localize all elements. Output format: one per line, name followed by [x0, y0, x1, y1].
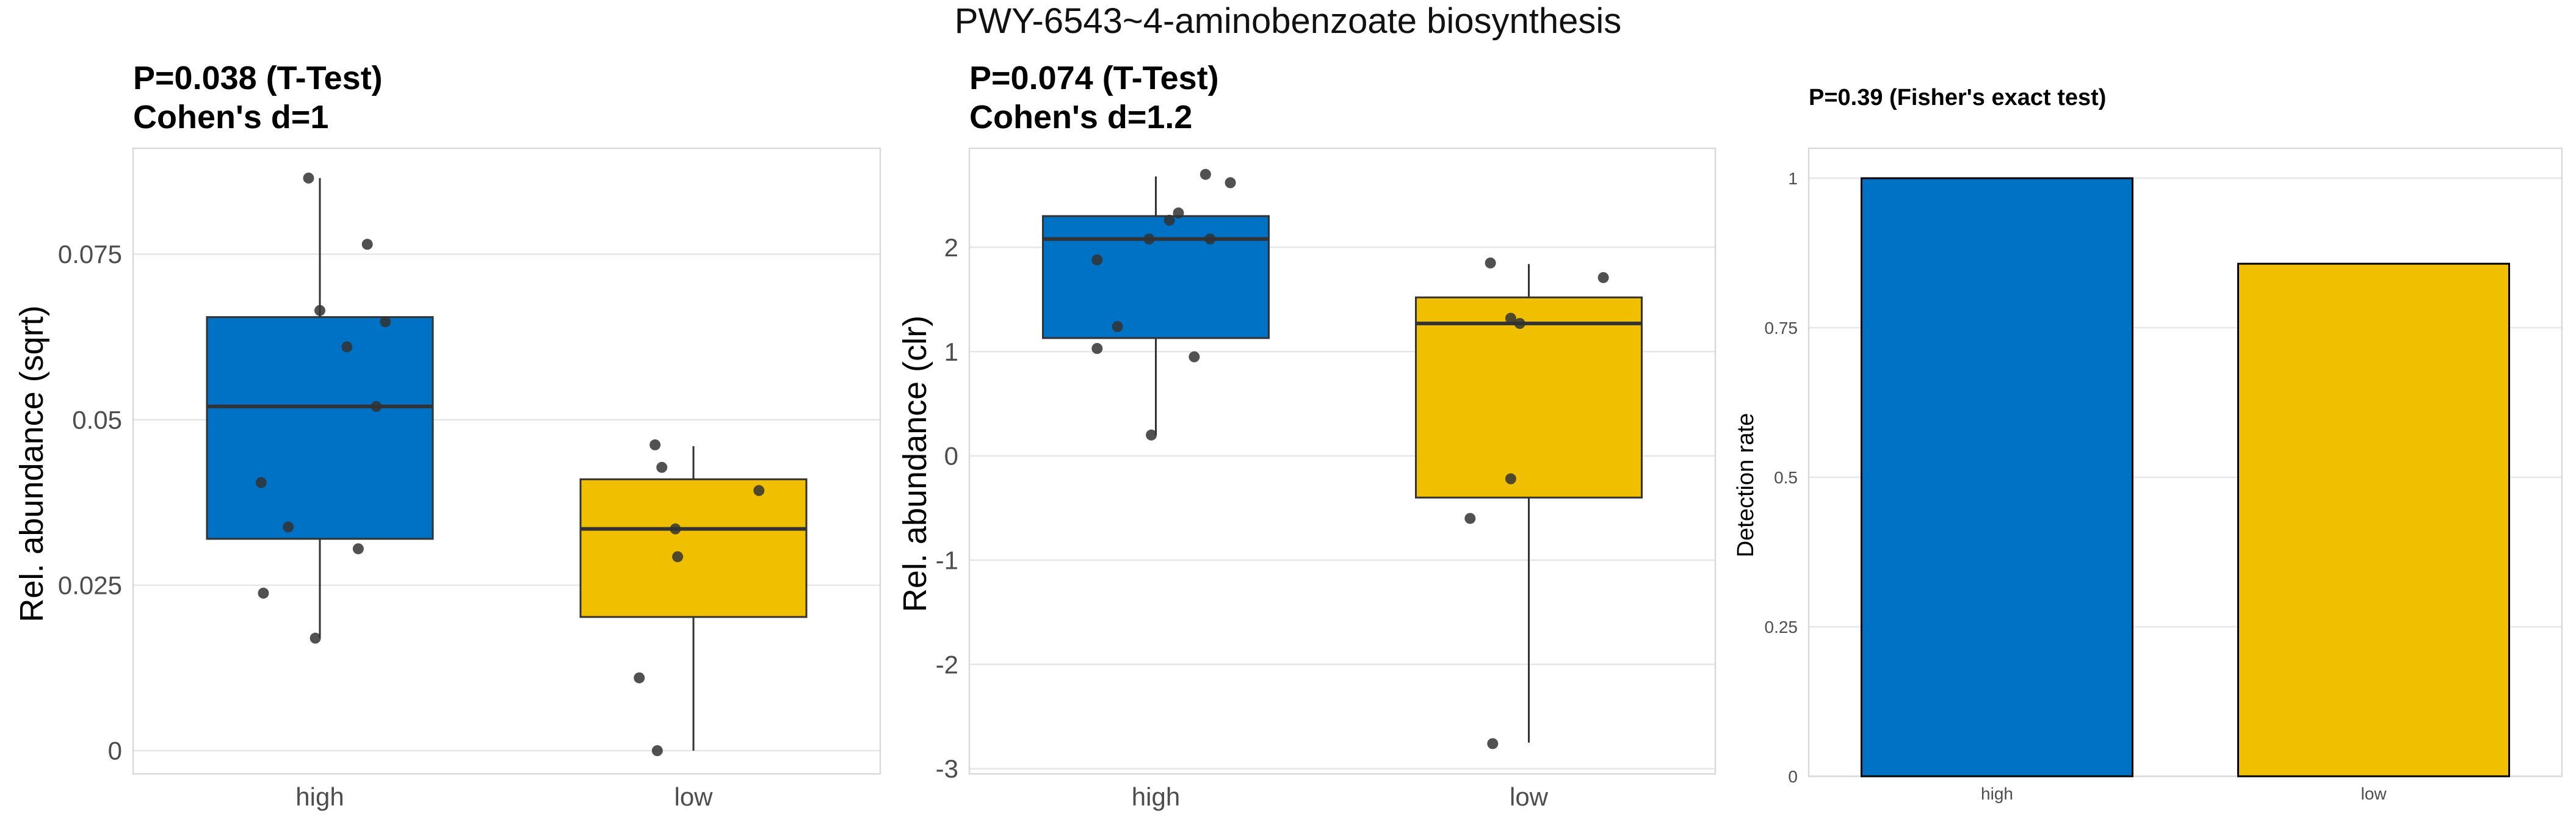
- panel1-x-tick-label-low: low: [674, 782, 713, 811]
- panel2-border: [968, 147, 1717, 775]
- panel2-low-data-point: [1505, 312, 1516, 324]
- panel1-high-data-point: [380, 316, 391, 328]
- panel3-y-tick-label: 0.25: [1765, 618, 1798, 637]
- panel2-low-data-point: [1485, 257, 1496, 269]
- panel2-low-data-point: [1505, 473, 1516, 485]
- panel2-high-data-point: [1091, 343, 1103, 354]
- panel1-y-tick-label: 0.075: [58, 240, 122, 269]
- panel2-high-data-point: [1199, 168, 1211, 180]
- panel2-y-tick-label: -3: [936, 754, 958, 783]
- panel2-y-tick-label: 2: [944, 233, 958, 262]
- panel1-high-data-point: [361, 239, 373, 250]
- panel1-high-data-point: [283, 521, 294, 533]
- panel2-title-line1: P=0.074 (T-Test): [969, 60, 1219, 96]
- panel2-low-data-point: [1514, 318, 1525, 329]
- panel1-high-data-point: [258, 587, 269, 599]
- panel2-low-data-point: [1487, 738, 1499, 749]
- panel1-low-box: [579, 478, 808, 618]
- panel2-low-box: [1415, 296, 1643, 499]
- figure-title: PWY-6543~4-aminobenzoate biosynthesis: [955, 1, 1621, 41]
- panel3-x-tick-label-high: high: [1981, 784, 2013, 803]
- panel1-low-data-point: [656, 461, 668, 473]
- panel1-high-data-point: [352, 543, 364, 555]
- panel2-low-data-point: [1597, 272, 1609, 283]
- panel2-y-tick-label: 1: [944, 337, 958, 366]
- panel3-y-tick-label: 1: [1788, 169, 1798, 188]
- panel2-x-tick-label-low: low: [1510, 782, 1549, 811]
- panel3-low-bar: [2237, 262, 2510, 778]
- panel2-high-data-point: [1189, 351, 1200, 363]
- panel1-low-data-point: [672, 551, 684, 563]
- panel1-x-tick-label-high: high: [295, 782, 344, 811]
- panel1-low-data-point: [634, 672, 645, 684]
- panel2-high-data-point: [1173, 207, 1184, 218]
- panel1-high-data-point: [371, 401, 382, 413]
- panel2-y-tick-label: -1: [936, 546, 958, 574]
- panel2-high-data-point: [1204, 233, 1216, 245]
- panel3-y-tick-label: 0: [1788, 767, 1798, 786]
- panel1-high-data-point: [314, 305, 325, 316]
- panel2-high-data-point: [1225, 177, 1236, 189]
- panel1-y-axis-label: Rel. abundance (sqrt): [13, 305, 50, 622]
- panel-ttest-clr: P=0.074 (T-Test) Cohen's d=1.2 Rel. abun…: [897, 60, 1717, 811]
- panel1-border: [132, 147, 881, 775]
- panel1-high-data-point: [341, 341, 353, 353]
- panel3-title: P=0.39 (Fisher's exact test): [1809, 85, 2106, 110]
- panel1-low-data-point: [651, 745, 663, 757]
- panel1-low-data-point: [753, 485, 765, 496]
- panel2-title-line2: Cohen's d=1.2: [969, 99, 1192, 135]
- panel1-low-data-point: [649, 439, 661, 450]
- panel3-border: [1807, 147, 2563, 778]
- panel3-y-tick-label: 0.75: [1765, 319, 1798, 337]
- panel2-high-data-point: [1143, 233, 1155, 245]
- panel1-y-tick-label: 0: [108, 737, 122, 765]
- panel3-x-tick-label-low: low: [2361, 784, 2387, 803]
- panel1-low-data-point: [670, 523, 681, 535]
- panel2-low-data-point: [1464, 513, 1476, 524]
- panel3-y-tick-label: 0.5: [1774, 468, 1798, 487]
- panel1-high-data-point: [255, 477, 267, 488]
- panel1-high-data-point: [309, 632, 321, 644]
- panel2-y-axis-label: Rel. abundance (clr): [897, 316, 933, 612]
- panel1-title-line2: Cohen's d=1: [133, 99, 328, 135]
- panel2-y-tick-label: -2: [936, 650, 958, 679]
- panel2-x-tick-label-high: high: [1132, 782, 1180, 811]
- panel2-high-data-point: [1091, 254, 1103, 265]
- panel3-high-bar: [1861, 177, 2133, 778]
- panel2-high-data-point: [1112, 321, 1123, 333]
- panel1-title-line1: P=0.038 (T-Test): [133, 60, 383, 96]
- panel2-high-data-point: [1146, 429, 1157, 441]
- panel-fisher-detection: P=0.39 (Fisher's exact test) Detection r…: [1733, 85, 2563, 803]
- panel1-y-tick-label: 0.025: [58, 571, 122, 600]
- panel3-y-axis-label: Detection rate: [1733, 413, 1759, 558]
- panel1-high-data-point: [303, 172, 314, 184]
- panel2-high-box: [1042, 215, 1270, 339]
- panel-ttest-sqrt: P=0.038 (T-Test) Cohen's d=1 Rel. abunda…: [13, 60, 881, 811]
- panel2-y-tick-label: 0: [944, 442, 958, 471]
- panel2-high-data-point: [1163, 214, 1175, 226]
- panel1-y-tick-label: 0.05: [72, 405, 122, 434]
- panel1-high-box: [206, 316, 434, 540]
